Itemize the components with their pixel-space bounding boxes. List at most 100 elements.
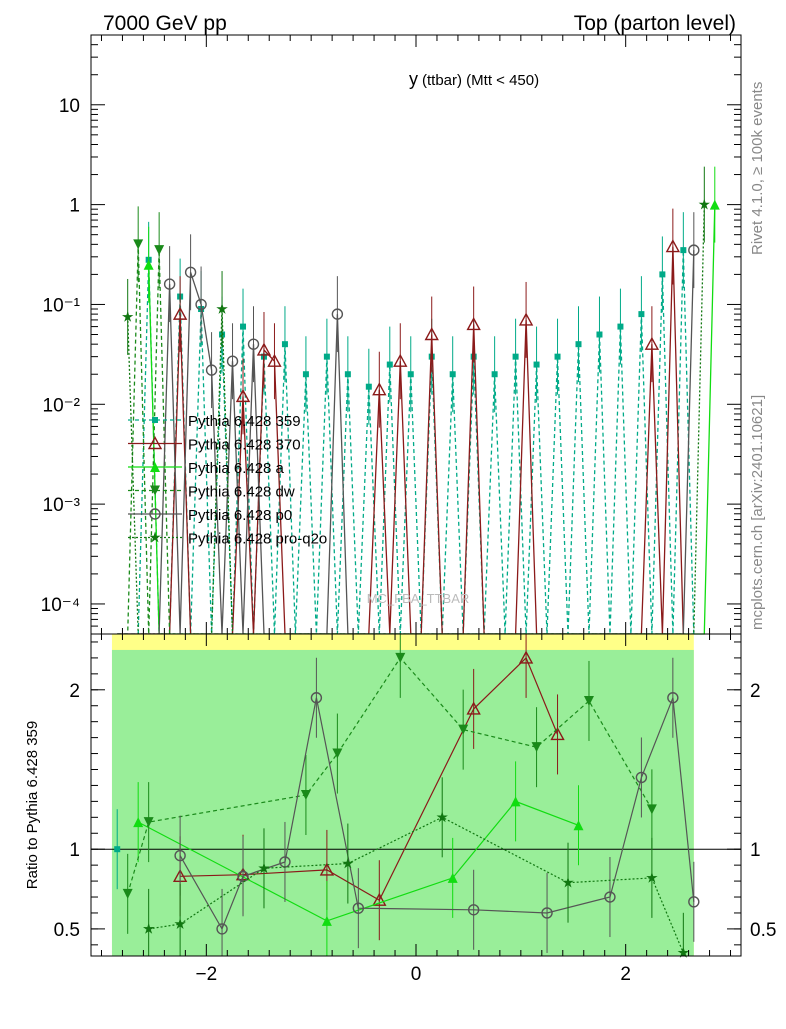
ratio-ylabel: Ratio to Pythia 6.428 359 xyxy=(24,721,41,889)
legend-label: Pythia 6.428 370 xyxy=(188,437,301,454)
ratio-point xyxy=(143,922,155,934)
ratio-point xyxy=(583,695,594,706)
y-tick-label: 10⁻¹ xyxy=(43,295,81,316)
ratio-point xyxy=(143,817,154,828)
y-tick-label: 10 xyxy=(59,96,80,117)
data-point xyxy=(393,353,408,367)
y-tick-label: 1 xyxy=(69,196,80,217)
x-tick-label: 2 xyxy=(620,964,631,985)
data-point xyxy=(122,310,134,322)
ratio-point xyxy=(688,896,700,908)
rivet-label: Rivet 4.1.0, ≥ 100k events xyxy=(749,82,766,255)
data-point xyxy=(554,353,561,360)
ratio-line xyxy=(179,697,695,931)
ratio-point xyxy=(635,771,648,784)
legend-label: Pythia 6.428 359 xyxy=(188,413,301,430)
data-point xyxy=(424,327,439,341)
header-left: 7000 GeV pp xyxy=(103,12,227,35)
data-point xyxy=(235,388,251,403)
data-point xyxy=(688,244,700,256)
ratio-y-tick-label-left: 2 xyxy=(69,681,80,702)
ratio-point xyxy=(321,915,332,926)
legend-marker xyxy=(149,531,161,543)
series-6 xyxy=(122,166,710,635)
data-point xyxy=(386,361,393,368)
data-point xyxy=(512,353,519,360)
data-point xyxy=(659,271,666,278)
legend-marker xyxy=(150,462,160,472)
data-point xyxy=(281,341,288,348)
main-series-layer xyxy=(117,166,720,635)
ratio-point xyxy=(372,892,387,906)
ratio-y-tick-label-left: 0.5 xyxy=(54,920,80,941)
watermark: MC_FBA_TTBAR xyxy=(367,591,470,606)
ratio-series-5 xyxy=(174,657,700,956)
legend-marker xyxy=(150,485,160,496)
ratio-point xyxy=(458,724,469,735)
legend-label: Pythia 6.428 a xyxy=(188,460,285,477)
mcplots-label: mcplots.cern.ch [arXiv:2401.10621] xyxy=(749,395,766,630)
ratio-point xyxy=(174,849,186,862)
legend-entry: Pythia 6.428 a xyxy=(128,460,285,477)
data-point xyxy=(365,383,372,390)
ratio-point xyxy=(352,902,365,914)
data-point xyxy=(680,247,687,254)
ratio-point xyxy=(395,652,406,663)
data-point xyxy=(172,306,188,320)
legend-marker xyxy=(152,417,158,423)
data-point xyxy=(596,331,603,338)
data-point xyxy=(709,199,720,210)
ratio-point xyxy=(667,692,679,704)
data-point xyxy=(267,353,282,367)
legend-entry: Pythia 6.428 dw xyxy=(128,484,295,501)
ratio-band-green xyxy=(111,649,694,956)
legend-entry: Pythia 6.428 pro-q2o xyxy=(128,531,327,548)
chart-title-main: y xyxy=(409,69,418,89)
legend-entry: Pythia 6.428 p0 xyxy=(128,507,292,524)
x-tick-label: −2 xyxy=(195,964,217,985)
data-point xyxy=(163,278,176,290)
ratio-point xyxy=(646,804,657,815)
data-point xyxy=(323,353,330,360)
y-tick-label: 10⁻³ xyxy=(43,495,81,516)
ratio-point xyxy=(342,857,354,869)
data-point xyxy=(665,239,681,253)
ratio-y-tick-label-right: 0.5 xyxy=(750,920,776,941)
ratio-y-tick-label-right: 2 xyxy=(750,681,761,702)
ratio-point xyxy=(122,888,133,899)
data-point xyxy=(407,371,414,378)
ratio-point xyxy=(319,862,335,876)
ratio-point xyxy=(332,748,343,759)
ratio-point xyxy=(436,811,448,823)
ratio-point xyxy=(174,918,186,929)
data-point xyxy=(226,355,239,367)
ratio-series-3 xyxy=(133,761,584,956)
data-point xyxy=(617,323,624,330)
data-point xyxy=(143,259,154,270)
y-tick-label: 10⁻² xyxy=(43,395,81,416)
legend-label: Pythia 6.428 p0 xyxy=(188,507,292,524)
ratio-point xyxy=(646,871,658,883)
data-point xyxy=(449,371,456,378)
ratio-y-tick-label-left: 1 xyxy=(69,840,80,861)
ratio-point xyxy=(510,796,521,807)
ratio-point xyxy=(447,872,458,883)
data-point xyxy=(247,338,260,350)
ratio-point xyxy=(216,923,228,935)
data-point xyxy=(575,341,582,348)
ratio-point xyxy=(114,846,121,853)
legend-marker xyxy=(147,436,163,450)
data-point xyxy=(216,303,228,314)
ratio-point xyxy=(300,790,311,800)
ratio-point xyxy=(531,742,542,753)
ratio-point xyxy=(541,907,553,919)
data-point xyxy=(331,308,344,320)
data-point xyxy=(533,361,540,368)
header-right: Top (parton level) xyxy=(574,12,736,35)
ratio-series-4 xyxy=(122,634,657,934)
ratio-point xyxy=(573,820,584,831)
axes-layer: −2 0 2 10 1 10⁻¹ 10⁻² 10⁻³ 10⁻⁴ 2 2 1 1 0.5 0.5 xyxy=(41,34,776,985)
legend-label: Pythia 6.428 pro-q2o xyxy=(188,531,327,548)
